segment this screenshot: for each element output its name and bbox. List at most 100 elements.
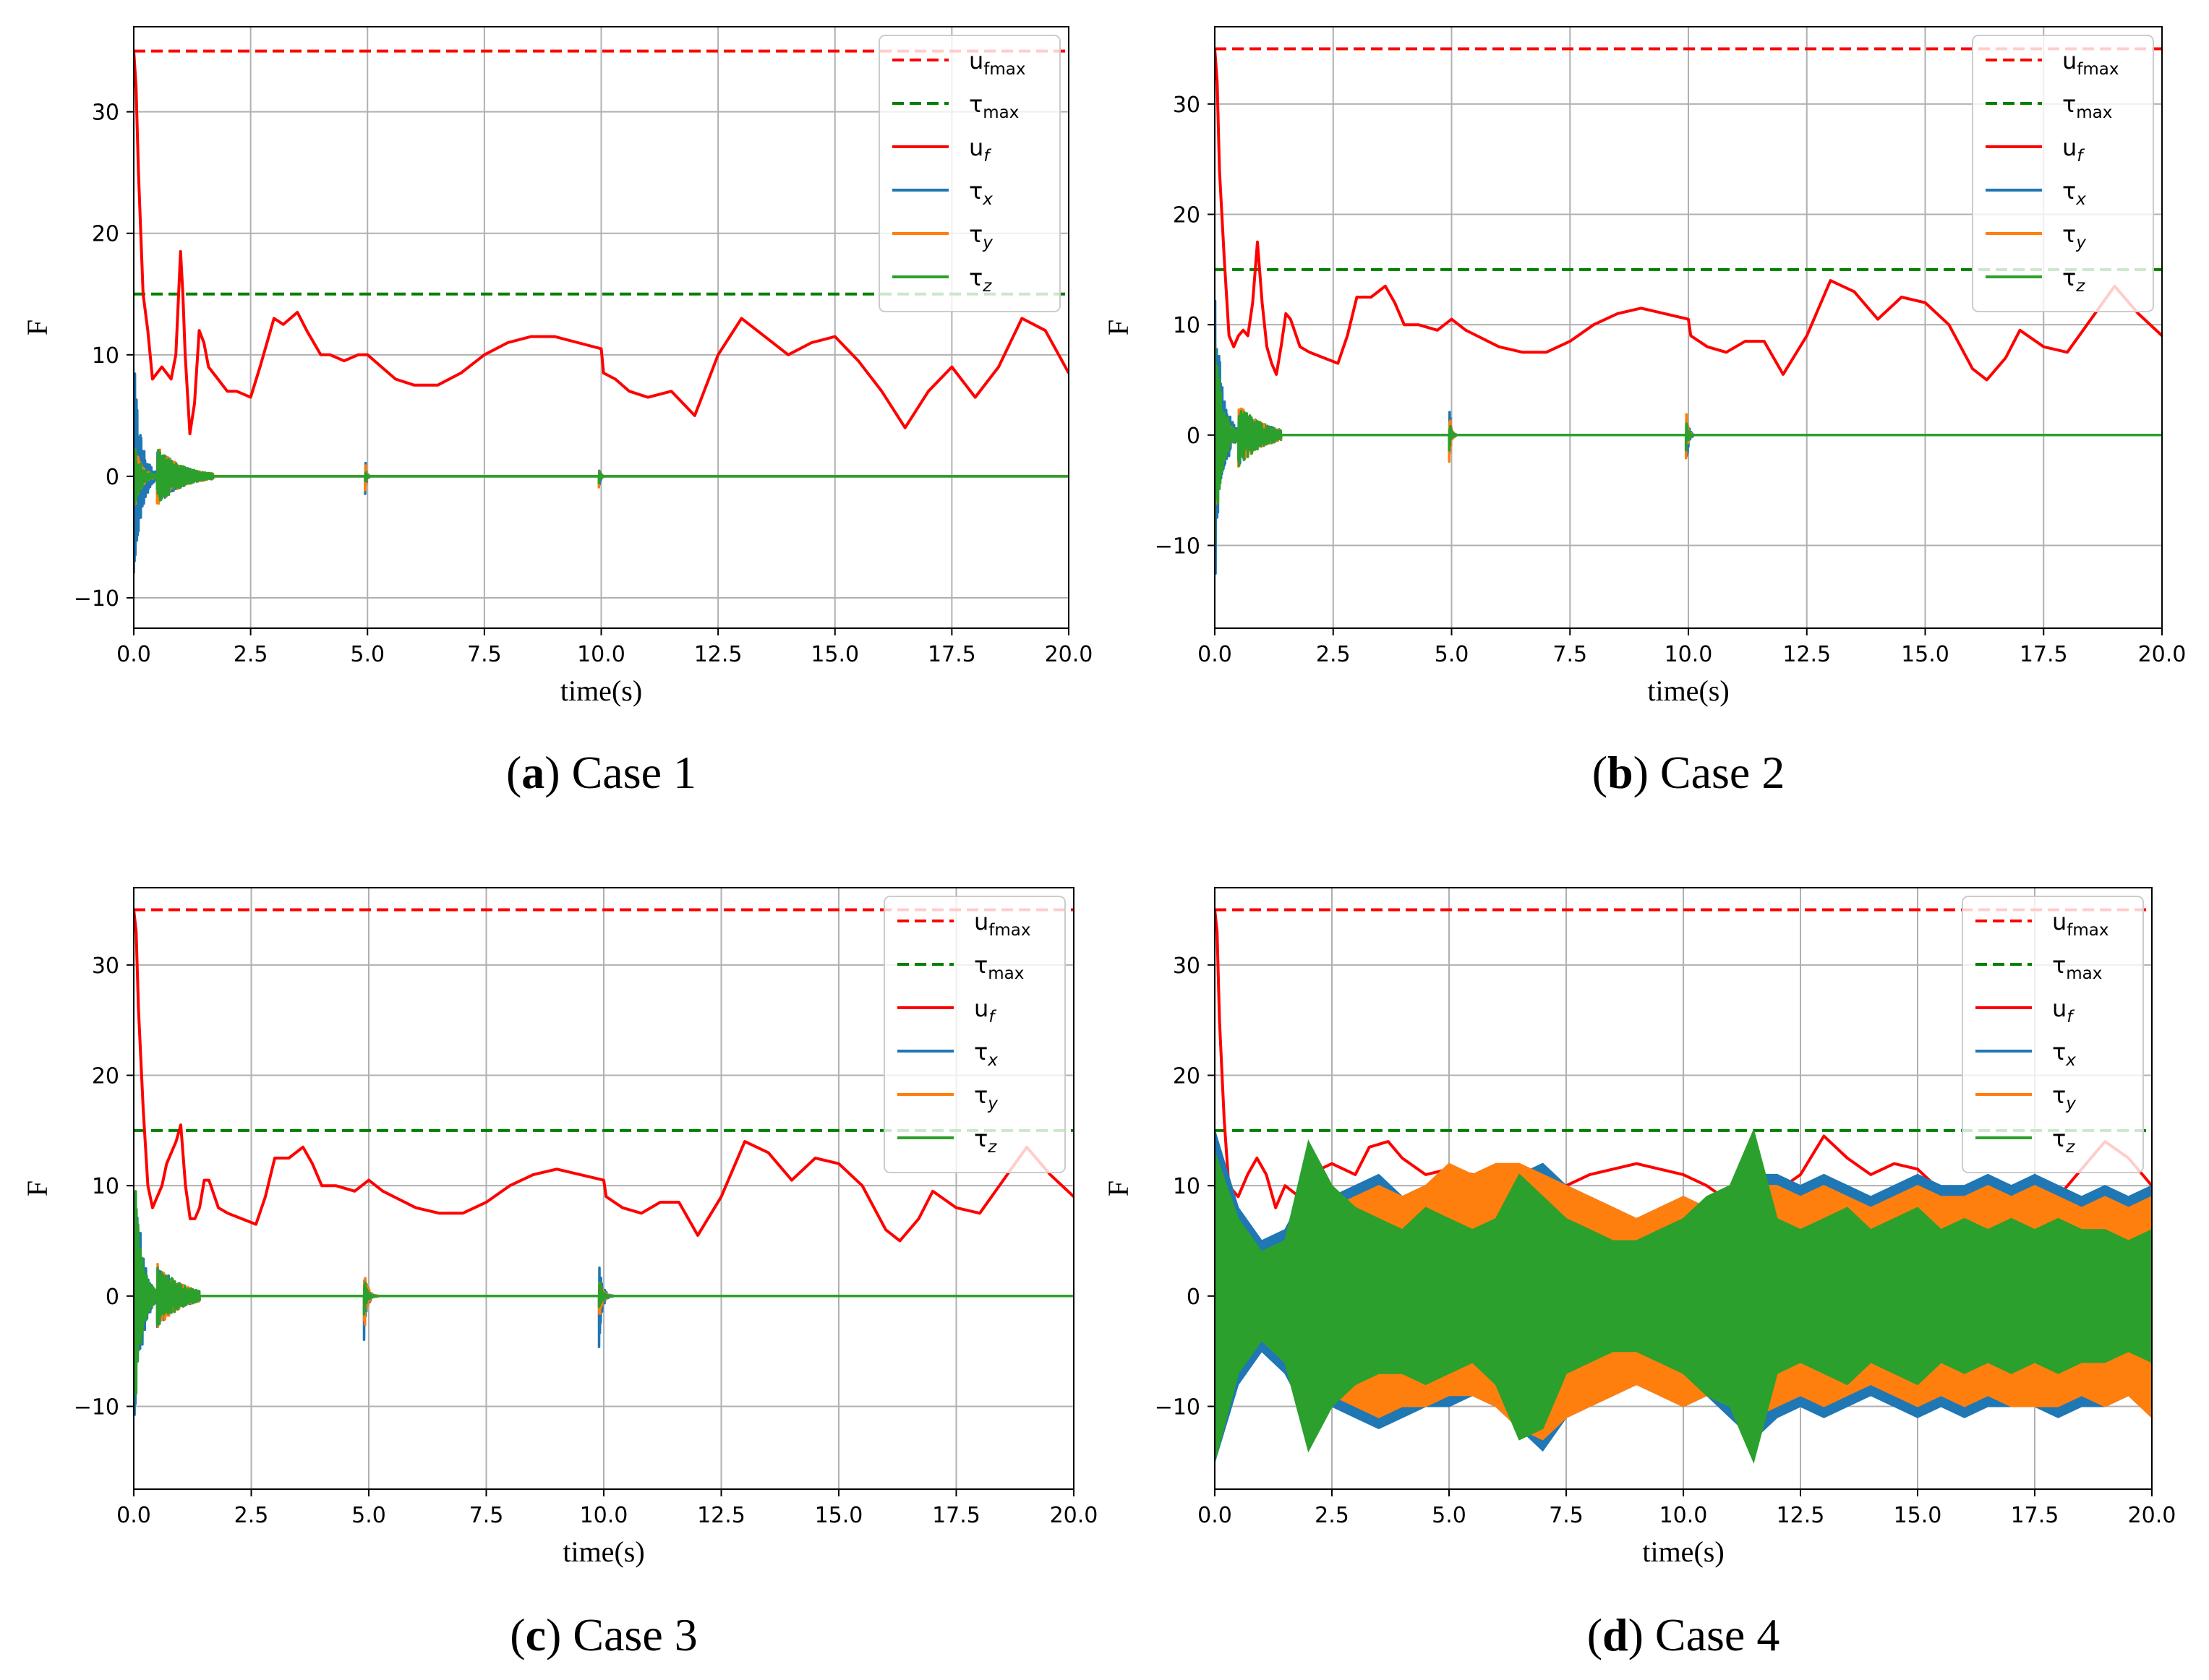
legend-label-tau-y: τy (974, 1081, 998, 1113)
legend-label-u-fmax: ufmax (2062, 47, 2119, 79)
panel-a: 0.0 2.5 5.0 7.5 10.0 12.5 15.0 17.5 20.0 −10 0 10 20… (21, 26, 1093, 798)
x-tick-label: 5.0 (350, 642, 385, 667)
legend-label-tau-z: τz (2052, 1125, 2075, 1157)
y-tick-label: −10 (74, 1395, 119, 1420)
plot-area (1215, 908, 2152, 1464)
x-tick-label: 12.5 (1782, 642, 1831, 667)
x-tick-label: 2.5 (1316, 642, 1351, 667)
legend-label-tau-max: τmax (2052, 951, 2102, 983)
x-tick-label: 15.0 (811, 642, 859, 667)
x-tick-label: 20.0 (1050, 1503, 1098, 1528)
x-tick-label: 7.5 (467, 642, 502, 667)
panel-b: 0.0 2.5 5.0 7.5 10.0 12.5 15.0 17.5 20.0 −10 0 10 20… (1102, 26, 2187, 798)
x-tick-label: 12.5 (694, 642, 743, 667)
y-axis-label: F (21, 320, 54, 335)
y-tick-label: 0 (106, 1285, 119, 1310)
legend-label-tau-y: τy (969, 220, 993, 252)
x-tick-label: 15.0 (815, 1503, 863, 1528)
y-axis-label: F (1102, 320, 1135, 335)
legend-label-tau-y: τy (2062, 220, 2086, 252)
x-tick-label: 20.0 (1045, 642, 1093, 667)
y-tick-label: −10 (1155, 1395, 1200, 1420)
caption-b: (b) Case 2 (1592, 747, 1785, 798)
y-tick-label: 0 (1187, 424, 1200, 449)
x-tick-label: 5.0 (1432, 1503, 1466, 1528)
legend-label-u-f: uf (969, 134, 991, 166)
series-u-f (1215, 48, 2162, 382)
y-tick-label: −10 (1155, 534, 1200, 560)
y-tick-label: 20 (92, 222, 119, 247)
legend-label-tau-max: τmax (2062, 90, 2112, 122)
legend-box (1962, 896, 2144, 1173)
legend-label-u-fmax: ufmax (2052, 908, 2109, 940)
plot-area (134, 908, 1074, 1416)
caption-c: (c) Case 3 (510, 1609, 697, 1660)
y-tick-label: 20 (1173, 1064, 1200, 1089)
series-tau-z (134, 448, 1069, 508)
series-tau-z (134, 1190, 1074, 1405)
series-tau-z (1215, 1128, 2152, 1464)
legend-label-tau-z: τz (974, 1125, 997, 1157)
y-tick-label: 30 (92, 953, 119, 979)
legend-label-tau-max: τmax (974, 951, 1024, 983)
y-tick-label: 10 (1173, 313, 1200, 338)
x-tick-label: 17.5 (2020, 642, 2068, 667)
x-tick-label: 12.5 (697, 1503, 745, 1528)
legend-box (1972, 35, 2154, 312)
series-u-f (134, 909, 1074, 1243)
series-tau-z (1215, 342, 2162, 544)
x-tick-label: 15.0 (1894, 1503, 1942, 1528)
x-tick-label: 20.0 (2128, 1503, 2176, 1528)
x-tick-label: 17.5 (928, 642, 976, 667)
x-tick-label: 15.0 (1901, 642, 1949, 667)
legend-label-tau-z: τz (2062, 264, 2085, 296)
legend: ufmax τmax uf τx τy τz (1972, 35, 2154, 312)
x-axis-label: time(s) (1647, 674, 1729, 707)
legend-label-tau-max: τmax (969, 90, 1019, 122)
x-tick-label: 0.0 (1197, 642, 1232, 667)
legend-box (879, 35, 1061, 312)
x-tick-label: 2.5 (1315, 1503, 1349, 1528)
x-tick-label: 17.5 (932, 1503, 980, 1528)
x-tick-label: 20.0 (2138, 642, 2187, 667)
legend-label-u-f: uf (2062, 134, 2085, 166)
legend-label-u-f: uf (2052, 995, 2075, 1027)
plot-area (134, 49, 1069, 574)
x-tick-label: 2.5 (234, 642, 268, 667)
y-axis-label: F (21, 1180, 54, 1196)
y-tick-label: 30 (1173, 93, 1200, 118)
x-axis-label: time(s) (563, 1535, 644, 1568)
x-tick-label: 2.5 (234, 1503, 269, 1528)
x-tick-label: 10.0 (580, 1503, 628, 1528)
y-tick-label: −10 (74, 586, 119, 612)
x-tick-label: 5.0 (351, 1503, 386, 1528)
y-tick-label: 30 (92, 100, 119, 126)
series-u-f (134, 51, 1069, 436)
legend: ufmax τmax uf τx τy τz (1962, 896, 2144, 1173)
legend-label-tau-x: τx (969, 177, 993, 209)
x-tick-label: 0.0 (1197, 1503, 1232, 1528)
x-tick-label: 0.0 (116, 642, 151, 667)
x-tick-label: 12.5 (1777, 1503, 1825, 1528)
y-tick-label: 0 (1187, 1285, 1200, 1310)
legend: ufmax τmax uf τx τy τz (884, 896, 1066, 1173)
x-tick-label: 10.0 (577, 642, 625, 667)
y-tick-label: 0 (106, 465, 119, 490)
x-tick-label: 7.5 (1552, 642, 1587, 667)
y-axis-label: F (1102, 1180, 1135, 1196)
x-tick-label: 10.0 (1659, 1503, 1708, 1528)
legend-label-u-fmax: ufmax (974, 908, 1031, 940)
legend-label-tau-y: τy (2052, 1081, 2076, 1113)
x-tick-label: 17.5 (2011, 1503, 2059, 1528)
y-tick-label: 20 (92, 1064, 119, 1089)
y-tick-label: 10 (92, 343, 119, 369)
x-tick-label: 7.5 (1549, 1503, 1584, 1528)
x-tick-label: 5.0 (1435, 642, 1469, 667)
x-tick-label: 10.0 (1665, 642, 1713, 667)
y-tick-label: 20 (1173, 203, 1200, 228)
x-axis-label: time(s) (560, 674, 642, 707)
caption-a: (a) Case 1 (506, 747, 696, 798)
x-tick-label: 0.0 (116, 1503, 151, 1528)
x-tick-label: 7.5 (469, 1503, 504, 1528)
